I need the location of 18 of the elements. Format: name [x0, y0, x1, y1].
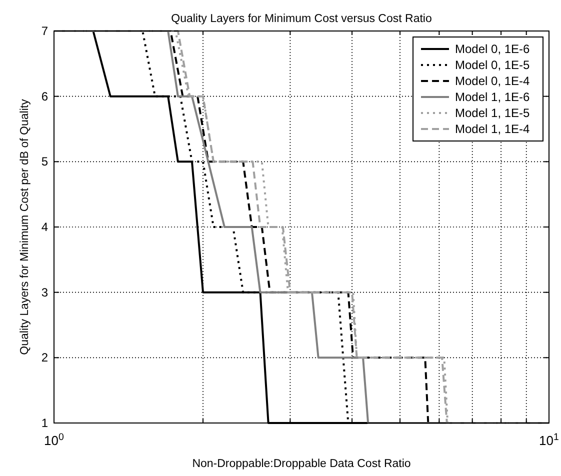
legend-label: Model 0, 1E-6: [455, 42, 530, 56]
legend-label: Model 1, 1E-4: [455, 122, 530, 136]
x-axis-title: Non-Droppable:Droppable Data Cost Ratio: [192, 458, 411, 470]
chart-title: Quality Layers for Minimum Cost versus Cost Ratio: [171, 13, 432, 25]
y-tick-label: 5: [41, 154, 48, 169]
y-tick-label: 4: [41, 220, 48, 234]
x-tick-label: 10$^{1}$: [539, 432, 559, 448]
y-tick-label: 6: [41, 89, 48, 104]
legend-label: Model 0, 1E-5: [455, 58, 530, 72]
y-tick-label: 2: [41, 350, 48, 365]
y-axis-title: Quality Layers for Minimum Cost per dB of Quality: [19, 98, 31, 355]
y-tick-label: 1: [41, 416, 48, 430]
y-tick-label: 3: [41, 285, 48, 300]
legend-label: Model 1, 1E-6: [455, 90, 530, 104]
y-tick-label: 7: [41, 24, 48, 38]
legend-label: Model 1, 1E-5: [455, 106, 530, 120]
legend-label: Model 0, 1E-4: [455, 74, 530, 88]
x-tick-label: 10$^{0}$: [44, 432, 65, 448]
